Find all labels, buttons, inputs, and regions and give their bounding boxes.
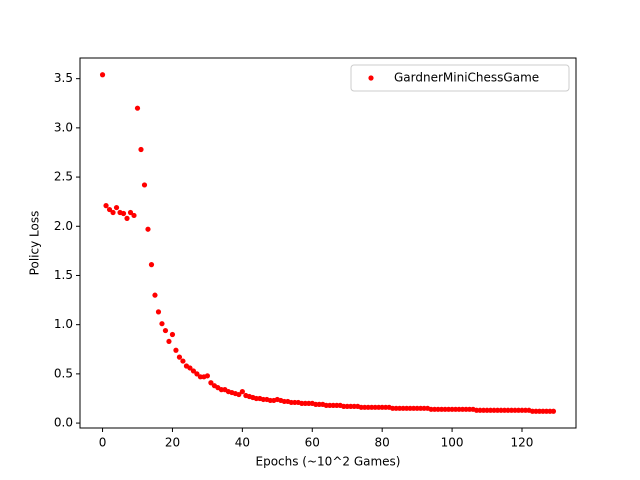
point xyxy=(550,408,557,414)
point xyxy=(131,212,137,219)
point xyxy=(155,309,162,315)
y-tick-label: 2.5 xyxy=(54,170,73,184)
point xyxy=(134,105,141,111)
point xyxy=(204,373,211,379)
point xyxy=(159,321,165,327)
x-tick-label: 60 xyxy=(305,436,320,450)
point xyxy=(106,206,113,213)
y-tick-label: 2.0 xyxy=(54,219,73,233)
point xyxy=(138,146,144,153)
x-axis-label: Epochs (~10^2 Games) xyxy=(256,455,401,469)
x-tick-label: 80 xyxy=(375,436,390,450)
point xyxy=(194,371,200,377)
point xyxy=(180,358,186,364)
x-tick-label: 20 xyxy=(165,436,180,450)
point xyxy=(239,388,245,395)
y-tick-label: 3.0 xyxy=(54,120,73,134)
point xyxy=(145,226,151,232)
point xyxy=(103,203,109,209)
point xyxy=(169,331,176,338)
point xyxy=(120,210,127,217)
point xyxy=(236,391,242,398)
y-tick-label: 3.5 xyxy=(54,71,73,85)
point xyxy=(113,204,120,211)
point xyxy=(148,262,155,268)
y-tick-label: 0.5 xyxy=(54,366,73,380)
point xyxy=(141,182,148,188)
point xyxy=(208,380,214,386)
point xyxy=(173,347,179,353)
x-tick-label: 100 xyxy=(441,436,464,450)
point xyxy=(127,209,134,216)
point xyxy=(99,72,106,78)
legend-label: GardnerMiniChessGame xyxy=(394,71,539,85)
x-tick-label: 0 xyxy=(99,436,107,450)
point xyxy=(124,215,130,221)
point xyxy=(187,365,193,371)
x-tick-label: 120 xyxy=(511,436,534,450)
legend-marker xyxy=(368,75,374,81)
point xyxy=(190,368,197,374)
y-tick-label: 0.0 xyxy=(54,416,73,430)
y-tick-label: 1.0 xyxy=(54,317,73,331)
point xyxy=(176,354,183,360)
point xyxy=(110,209,116,216)
legend-box xyxy=(350,64,570,92)
point xyxy=(162,327,169,334)
y-axis-label: Policy Loss xyxy=(28,211,42,276)
x-tick-label: 40 xyxy=(235,436,250,450)
plot-frame xyxy=(79,57,577,429)
point xyxy=(152,292,158,298)
point xyxy=(166,338,172,345)
y-tick-label: 1.5 xyxy=(54,268,73,282)
